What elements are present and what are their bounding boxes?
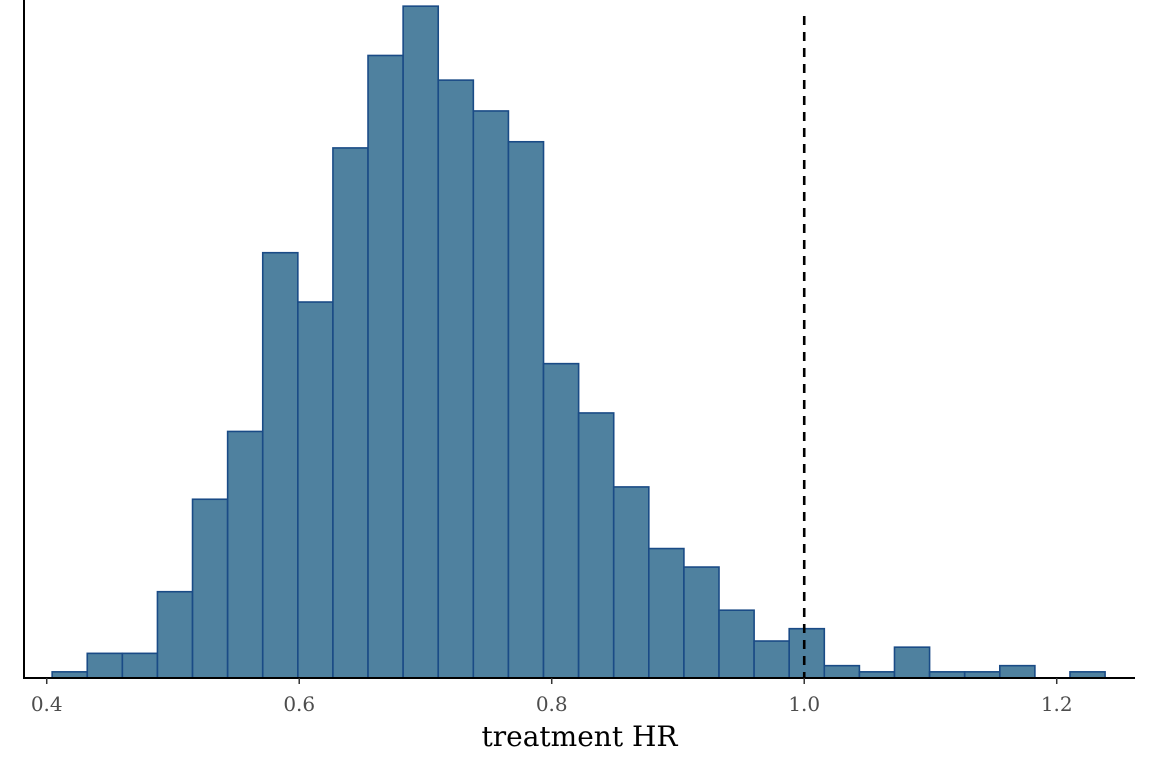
histogram-bar [191, 498, 229, 679]
histogram-bar [367, 54, 404, 679]
x-axis-ticks: 0.4 0.6 0.8 1.0 1.2 [31, 678, 1073, 716]
histogram-bar [261, 251, 299, 679]
histogram-bar [542, 362, 580, 679]
histogram-bar [998, 664, 1036, 679]
histogram-bar [577, 412, 615, 679]
histogram-bar [472, 110, 510, 679]
histogram-bar [226, 430, 264, 679]
histogram-bar [753, 640, 790, 679]
x-tick-label: 0.6 [283, 692, 315, 716]
histogram-bars [51, 5, 1106, 679]
histogram-bar [86, 652, 124, 679]
histogram-bar [683, 566, 720, 679]
x-tick-label: 1.0 [788, 692, 820, 716]
histogram-bar [893, 646, 931, 679]
histogram-bar [612, 486, 650, 679]
histogram-bar [823, 664, 861, 679]
histogram-bar [332, 147, 369, 679]
histogram-bar [648, 547, 685, 679]
histogram-bar [297, 301, 334, 679]
histogram-bar [507, 140, 545, 679]
histogram-bar [156, 590, 194, 679]
x-tick-label: 0.8 [536, 692, 568, 716]
histogram-bar [437, 79, 475, 679]
histogram-bar [402, 5, 440, 679]
histogram-bar [121, 652, 159, 679]
histogram-bar [718, 609, 755, 679]
x-tick-label: 1.2 [1041, 692, 1073, 716]
histogram-bar [788, 627, 826, 679]
x-axis-title: treatment HR [482, 720, 679, 753]
x-tick-label: 0.4 [31, 692, 63, 716]
